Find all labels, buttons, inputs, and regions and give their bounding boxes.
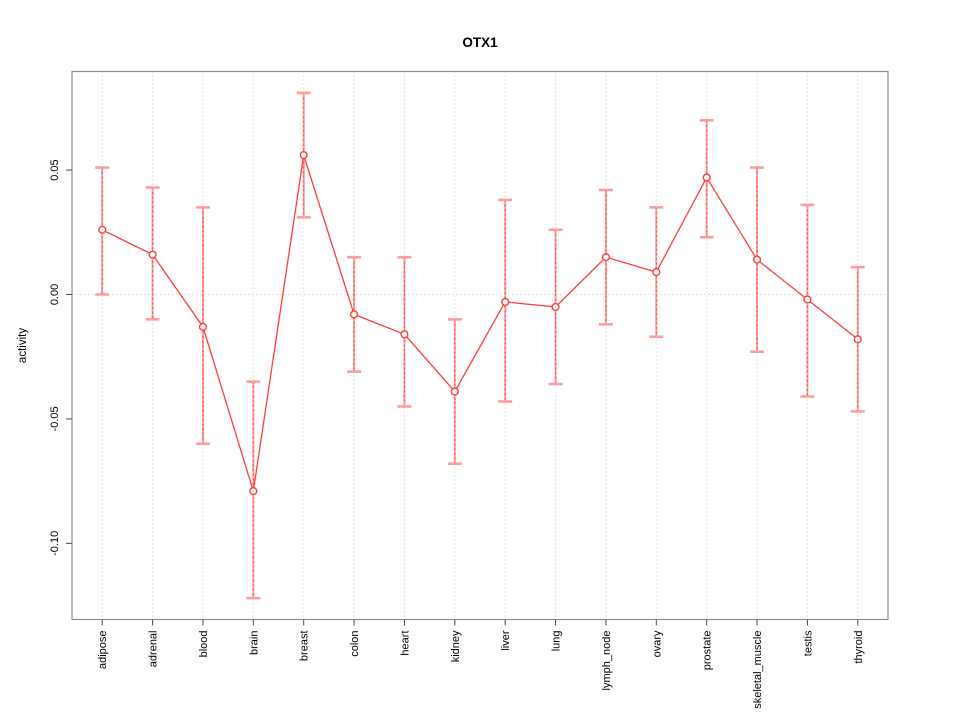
x-tick-label: liver <box>500 630 512 651</box>
x-tick-label: kidney <box>450 630 462 662</box>
x-tick-label: prostate <box>702 631 714 671</box>
chart-title: OTX1 <box>462 35 498 50</box>
y-tick-label: 0.00 <box>49 284 61 305</box>
x-tick-label: lymph_node <box>601 631 613 691</box>
data-point <box>853 335 862 344</box>
data-point <box>803 295 812 304</box>
data-point <box>98 225 107 234</box>
y-axis-label: activity <box>17 328 29 363</box>
data-point <box>148 250 157 259</box>
data-point <box>249 486 258 496</box>
data-point <box>551 302 560 312</box>
x-tick-label: testis <box>802 630 814 656</box>
data-point <box>349 310 359 319</box>
x-tick-label: skeletal_muscle <box>752 631 764 709</box>
x-tick-label: breast <box>299 631 311 662</box>
y-tick-label: -0.05 <box>49 406 61 431</box>
x-tick-label: adrenal <box>148 631 160 668</box>
x-tick-label: adipose <box>97 631 109 670</box>
data-point <box>450 387 459 396</box>
plot-box <box>71 70 889 621</box>
data-point <box>501 297 510 307</box>
data-point <box>652 267 661 277</box>
data-point <box>198 322 208 331</box>
x-tick-label: brain <box>248 631 260 655</box>
x-tick-label: heart <box>399 631 411 656</box>
y-tick-label: 0.05 <box>49 159 61 180</box>
data-point <box>702 173 711 182</box>
x-tick-label: blood <box>198 631 210 658</box>
series-line <box>101 154 859 492</box>
data-point <box>400 330 409 339</box>
axes-layer: adipose adrenal blood brain breast colon heart… <box>49 70 889 709</box>
x-tick-label: colon <box>349 631 361 657</box>
data-point <box>601 253 611 262</box>
x-tick-label: lung <box>551 631 563 652</box>
x-tick-label: thyroid <box>853 631 865 664</box>
x-tick-label: ovary <box>651 630 663 657</box>
y-tick-label: -0.10 <box>49 531 61 556</box>
data-point <box>299 151 308 160</box>
data-point <box>752 255 762 264</box>
data-layer <box>95 91 865 600</box>
